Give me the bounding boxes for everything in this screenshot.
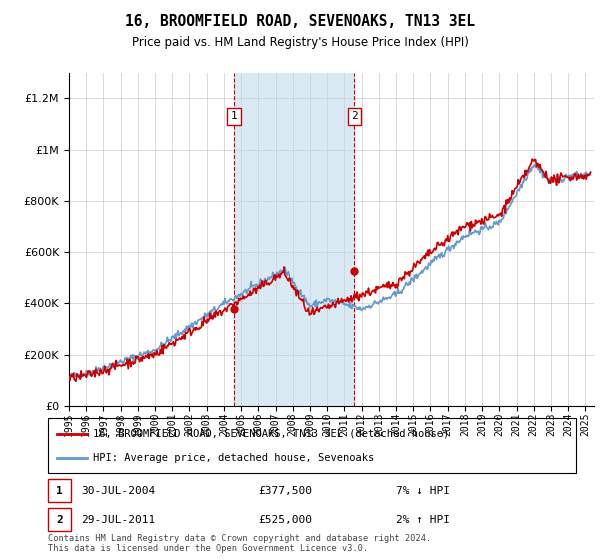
Text: 16, BROOMFIELD ROAD, SEVENOAKS, TN13 3EL: 16, BROOMFIELD ROAD, SEVENOAKS, TN13 3EL (125, 14, 475, 29)
Text: 1: 1 (56, 486, 63, 496)
Text: £377,500: £377,500 (258, 486, 312, 496)
Text: 2: 2 (56, 515, 63, 525)
Text: 7% ↓ HPI: 7% ↓ HPI (396, 486, 450, 496)
Text: £525,000: £525,000 (258, 515, 312, 525)
Text: 1: 1 (230, 111, 237, 122)
Text: 2% ↑ HPI: 2% ↑ HPI (396, 515, 450, 525)
Text: 30-JUL-2004: 30-JUL-2004 (81, 486, 155, 496)
Text: Price paid vs. HM Land Registry's House Price Index (HPI): Price paid vs. HM Land Registry's House … (131, 36, 469, 49)
Text: 2: 2 (351, 111, 358, 122)
Bar (234, 73, 355, 406)
Text: Contains HM Land Registry data © Crown copyright and database right 2024.
This d: Contains HM Land Registry data © Crown c… (48, 534, 431, 553)
Text: 16, BROOMFIELD ROAD, SEVENOAKS, TN13 3EL (detached house): 16, BROOMFIELD ROAD, SEVENOAKS, TN13 3EL… (93, 429, 449, 438)
Text: 29-JUL-2011: 29-JUL-2011 (81, 515, 155, 525)
Text: HPI: Average price, detached house, Sevenoaks: HPI: Average price, detached house, Seve… (93, 453, 374, 463)
